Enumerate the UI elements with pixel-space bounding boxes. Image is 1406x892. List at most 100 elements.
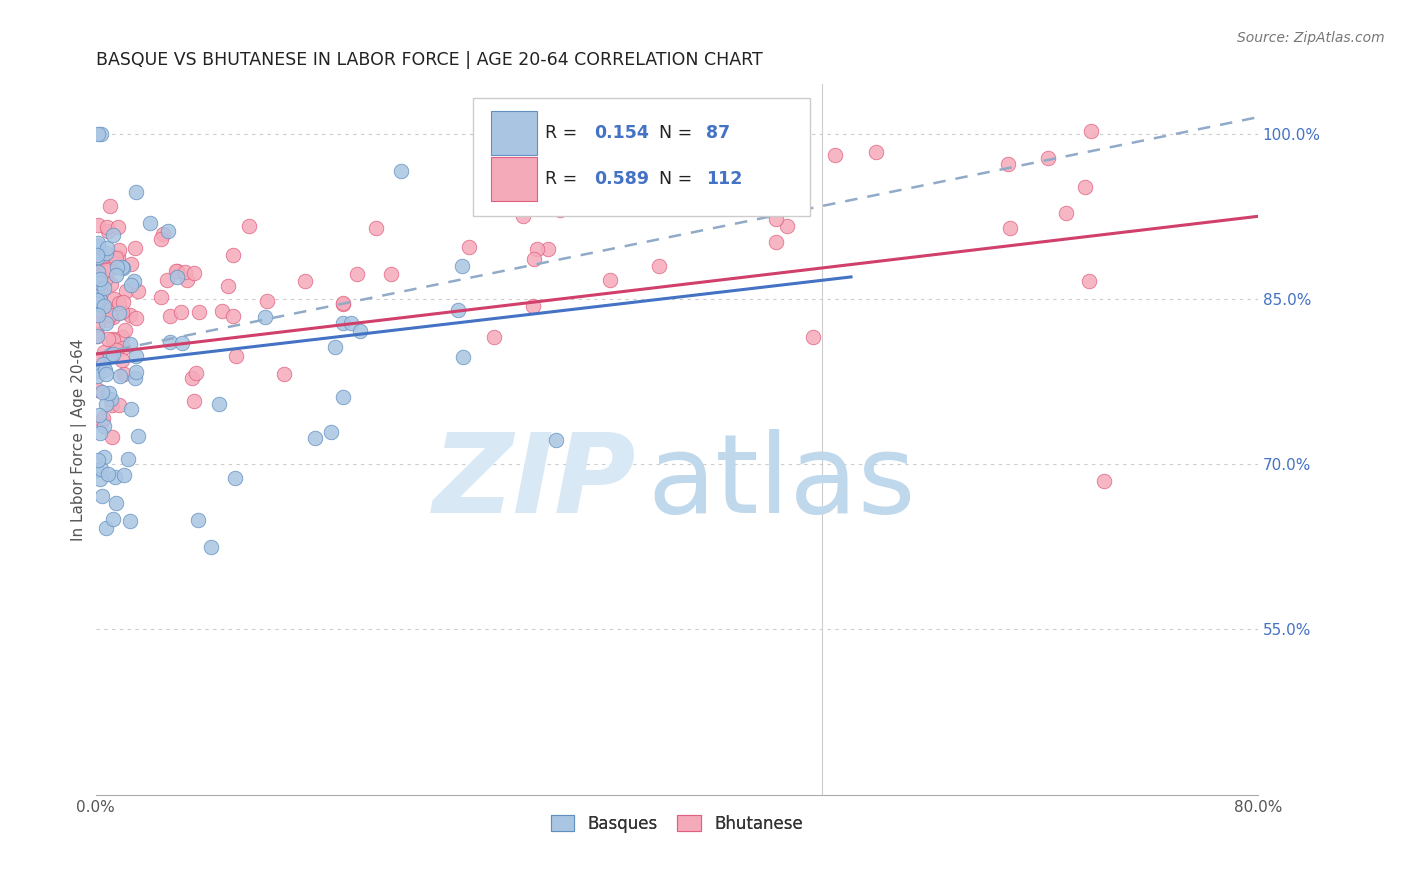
Point — [89, 284, 111, 298]
Point — [96, 219, 118, 234]
Point — [94, 263, 117, 277]
Point — [104, 470, 127, 484]
Y-axis label: In Labor Force | Age 20-64: In Labor Force | Age 20-64 — [72, 338, 87, 541]
Point — [105, 496, 128, 510]
Point — [1038, 151, 1060, 165]
Point — [86, 260, 108, 274]
Point — [224, 471, 246, 485]
Point — [332, 390, 354, 404]
Point — [86, 285, 108, 300]
Point — [101, 334, 124, 348]
Point — [98, 348, 121, 362]
Point — [149, 290, 172, 304]
Point — [380, 268, 402, 282]
Point — [89, 272, 111, 286]
Point — [90, 249, 112, 263]
Point — [96, 313, 118, 327]
Point — [89, 292, 111, 306]
Point — [544, 433, 567, 447]
Point — [1054, 206, 1077, 220]
Point — [256, 293, 278, 308]
Point — [208, 397, 231, 411]
Point — [94, 273, 117, 287]
Point — [103, 512, 125, 526]
Point — [186, 366, 208, 380]
Point — [111, 352, 134, 367]
Point — [96, 246, 118, 260]
Point — [96, 316, 118, 330]
Point — [125, 365, 148, 379]
Point — [522, 299, 544, 313]
Text: BASQUE VS BHUTANESE IN LABOR FORCE | AGE 20-64 CORRELATION CHART: BASQUE VS BHUTANESE IN LABOR FORCE | AGE… — [96, 51, 762, 69]
Point — [188, 304, 211, 318]
Point — [118, 336, 141, 351]
Point — [127, 429, 149, 443]
Point — [86, 363, 108, 377]
Point — [89, 268, 111, 283]
Point — [165, 264, 187, 278]
Point — [332, 296, 354, 310]
Point — [87, 383, 110, 397]
Point — [111, 305, 134, 319]
Point — [86, 308, 108, 322]
Point — [294, 274, 316, 288]
Point — [97, 467, 120, 482]
Point — [482, 330, 505, 344]
Point — [120, 257, 142, 271]
Point — [101, 347, 124, 361]
Point — [93, 419, 115, 434]
Point — [112, 468, 135, 483]
Point — [103, 227, 125, 242]
Point — [91, 357, 114, 371]
Point — [170, 305, 193, 319]
Point — [450, 259, 472, 273]
Point — [211, 304, 233, 318]
Point — [86, 368, 108, 383]
Point — [253, 310, 276, 324]
Point — [111, 341, 134, 355]
Point — [87, 264, 110, 278]
Point — [157, 224, 180, 238]
Point — [181, 371, 204, 385]
Point — [91, 385, 114, 400]
Point — [1080, 124, 1102, 138]
Point — [304, 431, 326, 445]
Point — [108, 295, 131, 310]
Point — [90, 462, 112, 476]
Text: ZIP: ZIP — [433, 428, 636, 535]
Point — [187, 512, 209, 526]
Point — [93, 450, 115, 464]
Point — [112, 368, 135, 382]
Text: 0.154: 0.154 — [595, 124, 650, 142]
Point — [101, 430, 124, 444]
Point — [100, 392, 122, 407]
Point — [93, 345, 115, 359]
Point — [183, 266, 205, 280]
Point — [87, 288, 110, 302]
Point — [98, 199, 121, 213]
Point — [159, 335, 181, 350]
Point — [222, 309, 245, 323]
Point — [96, 521, 118, 535]
FancyBboxPatch shape — [491, 112, 537, 155]
Point — [159, 310, 181, 324]
Point — [149, 232, 172, 246]
Point — [110, 368, 132, 383]
Point — [105, 343, 128, 357]
Point — [114, 323, 136, 337]
Point — [225, 349, 247, 363]
Point — [152, 227, 174, 241]
Point — [103, 310, 125, 325]
Point — [93, 281, 115, 295]
Point — [238, 219, 260, 233]
Point — [91, 413, 114, 427]
Point — [389, 164, 412, 178]
Point — [107, 251, 129, 265]
Point — [86, 272, 108, 286]
Text: 87: 87 — [706, 124, 730, 142]
Point — [105, 251, 128, 265]
Point — [100, 277, 122, 292]
Point — [104, 268, 127, 283]
Point — [91, 411, 114, 425]
Point — [174, 265, 197, 279]
